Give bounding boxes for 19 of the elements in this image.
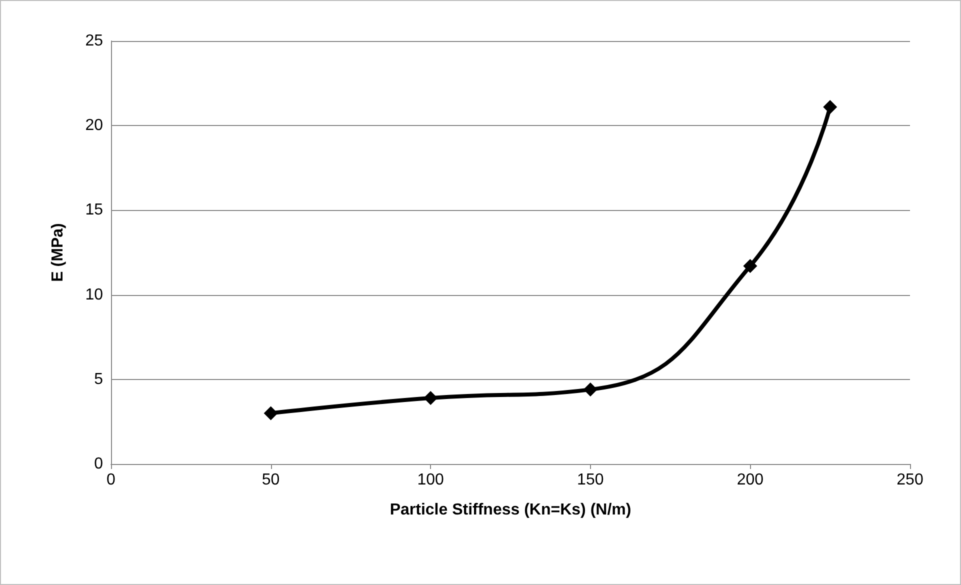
point [583, 382, 598, 397]
y-tick-label: 15 [85, 202, 104, 219]
y-axis-title: E (MPa) [50, 223, 66, 282]
y-tick-label: 20 [85, 117, 104, 134]
x-tick-label: 200 [736, 472, 764, 488]
x-tick-label: 150 [577, 472, 604, 488]
y-tick-label: 10 [85, 286, 104, 304]
point [743, 259, 758, 274]
x-tick-label: 250 [896, 472, 924, 488]
point [264, 406, 278, 420]
x-tick-label: 0 [106, 472, 116, 488]
point [424, 391, 438, 406]
x-axis-title: Particle Stiffness (Kn=Ks) (N/m) [390, 502, 632, 518]
x-tick-label: 50 [262, 472, 280, 488]
x-tick-label: 100 [417, 472, 444, 488]
y-tick-label: 25 [85, 32, 104, 50]
y-tick-label: 0 [94, 456, 104, 472]
y-tick-label: 5 [94, 370, 104, 388]
point [823, 100, 838, 114]
